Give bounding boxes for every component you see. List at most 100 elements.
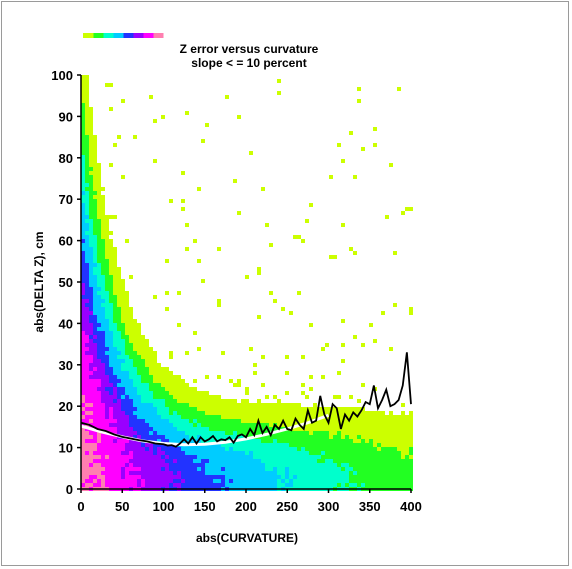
heatmap-cell xyxy=(165,411,169,415)
heatmap-cell xyxy=(93,411,97,415)
heatmap-cell xyxy=(221,431,225,435)
heatmap-cell xyxy=(165,379,169,383)
heatmap-cell xyxy=(289,419,293,423)
heatmap-cell xyxy=(401,415,405,419)
heatmap-cell xyxy=(241,475,245,479)
heatmap-cell xyxy=(253,443,257,447)
heatmap-cell xyxy=(125,467,129,471)
heatmap-cell xyxy=(145,423,149,427)
heatmap-cell xyxy=(117,483,121,487)
heatmap-cell xyxy=(129,447,133,451)
heatmap-cell xyxy=(245,451,249,455)
heatmap-cell xyxy=(257,415,261,419)
heatmap-cell xyxy=(393,463,397,467)
heatmap-cell xyxy=(181,415,185,419)
heatmap-cell xyxy=(397,431,401,435)
x-tick-label: 200 xyxy=(235,499,257,514)
heatmap-cell xyxy=(101,455,105,459)
heatmap-cell xyxy=(313,459,317,463)
heatmap-cell xyxy=(81,143,85,147)
heatmap-cell xyxy=(329,255,333,259)
heatmap-cell xyxy=(217,419,221,423)
heatmap-cell xyxy=(393,455,397,459)
heatmap-cell xyxy=(165,307,169,311)
heatmap-cell xyxy=(161,367,165,371)
heatmap-cell xyxy=(265,411,269,415)
heatmap-cell xyxy=(105,471,109,475)
heatmap-cell xyxy=(165,419,169,423)
heatmap-cell xyxy=(229,435,233,439)
heatmap-cell xyxy=(161,415,165,419)
heatmap-cell xyxy=(81,231,85,235)
heatmap-cell xyxy=(93,391,97,395)
heatmap-cell xyxy=(185,455,189,459)
heatmap-cell xyxy=(209,479,213,483)
heatmap-cell xyxy=(101,331,105,335)
heatmap-cell xyxy=(377,415,381,419)
heatmap-cell xyxy=(229,427,233,431)
heatmap-cell xyxy=(101,283,105,287)
heatmap-cell xyxy=(229,479,233,483)
heatmap-cell xyxy=(353,335,357,339)
heatmap-cell xyxy=(401,423,405,427)
heatmap-cell xyxy=(117,315,121,319)
heatmap-cell xyxy=(89,439,93,443)
heatmap-cell xyxy=(305,475,309,479)
heatmap-cell xyxy=(241,419,245,423)
heatmap-cell xyxy=(317,451,321,455)
heatmap-cell xyxy=(93,155,97,159)
heatmap-cell xyxy=(321,483,325,487)
heatmap-cell xyxy=(205,415,209,419)
heatmap-cell xyxy=(353,407,357,411)
heatmap-cell xyxy=(89,267,93,271)
heatmap-cell xyxy=(133,359,137,363)
heatmap-cell xyxy=(97,239,101,243)
heatmap-cell xyxy=(105,351,109,355)
heatmap-cell xyxy=(297,483,301,487)
heatmap-cell xyxy=(165,423,169,427)
heatmap-cell xyxy=(89,467,93,471)
heatmap-cell xyxy=(293,415,297,419)
heatmap-cell xyxy=(105,231,109,235)
heatmap-cell xyxy=(261,451,265,455)
heatmap-cell xyxy=(125,311,129,315)
heatmap-cell xyxy=(173,459,177,463)
heatmap-cell xyxy=(81,447,85,451)
heatmap-cell xyxy=(105,451,109,455)
heatmap-cell xyxy=(341,427,345,431)
heatmap-cell xyxy=(93,311,97,315)
heatmap-cell xyxy=(185,451,189,455)
heatmap-cell xyxy=(217,403,221,407)
heatmap-cell xyxy=(85,343,89,347)
heatmap-cell xyxy=(81,415,85,419)
heatmap-cell xyxy=(297,407,301,411)
heatmap-cell xyxy=(197,419,201,423)
heatmap-cell xyxy=(161,387,165,391)
heatmap-cell xyxy=(397,471,401,475)
heatmap-cell xyxy=(97,215,101,219)
heatmap-cell xyxy=(125,363,129,367)
heatmap-cell xyxy=(197,459,201,463)
heatmap-cell xyxy=(113,331,117,335)
heatmap-cell xyxy=(309,375,313,379)
heatmap-cell xyxy=(409,419,413,423)
heatmap-cell xyxy=(101,463,105,467)
heatmap-cell xyxy=(209,427,213,431)
heatmap-cell xyxy=(145,347,149,351)
heatmap-cell xyxy=(277,419,281,423)
heatmap-cell xyxy=(157,367,161,371)
heatmap-cell xyxy=(81,163,85,167)
heatmap-cell xyxy=(353,455,357,459)
heatmap-cell xyxy=(317,435,321,439)
heatmap-cell xyxy=(81,251,85,255)
heatmap-cell xyxy=(313,467,317,471)
heatmap-cell xyxy=(377,455,381,459)
heatmap-cell xyxy=(261,383,265,387)
heatmap-cell xyxy=(145,355,149,359)
heatmap-cell xyxy=(81,439,85,443)
heatmap-cell xyxy=(341,423,345,427)
heatmap-cell xyxy=(117,431,121,435)
heatmap-cell xyxy=(133,331,137,335)
heatmap-cell xyxy=(97,279,101,283)
